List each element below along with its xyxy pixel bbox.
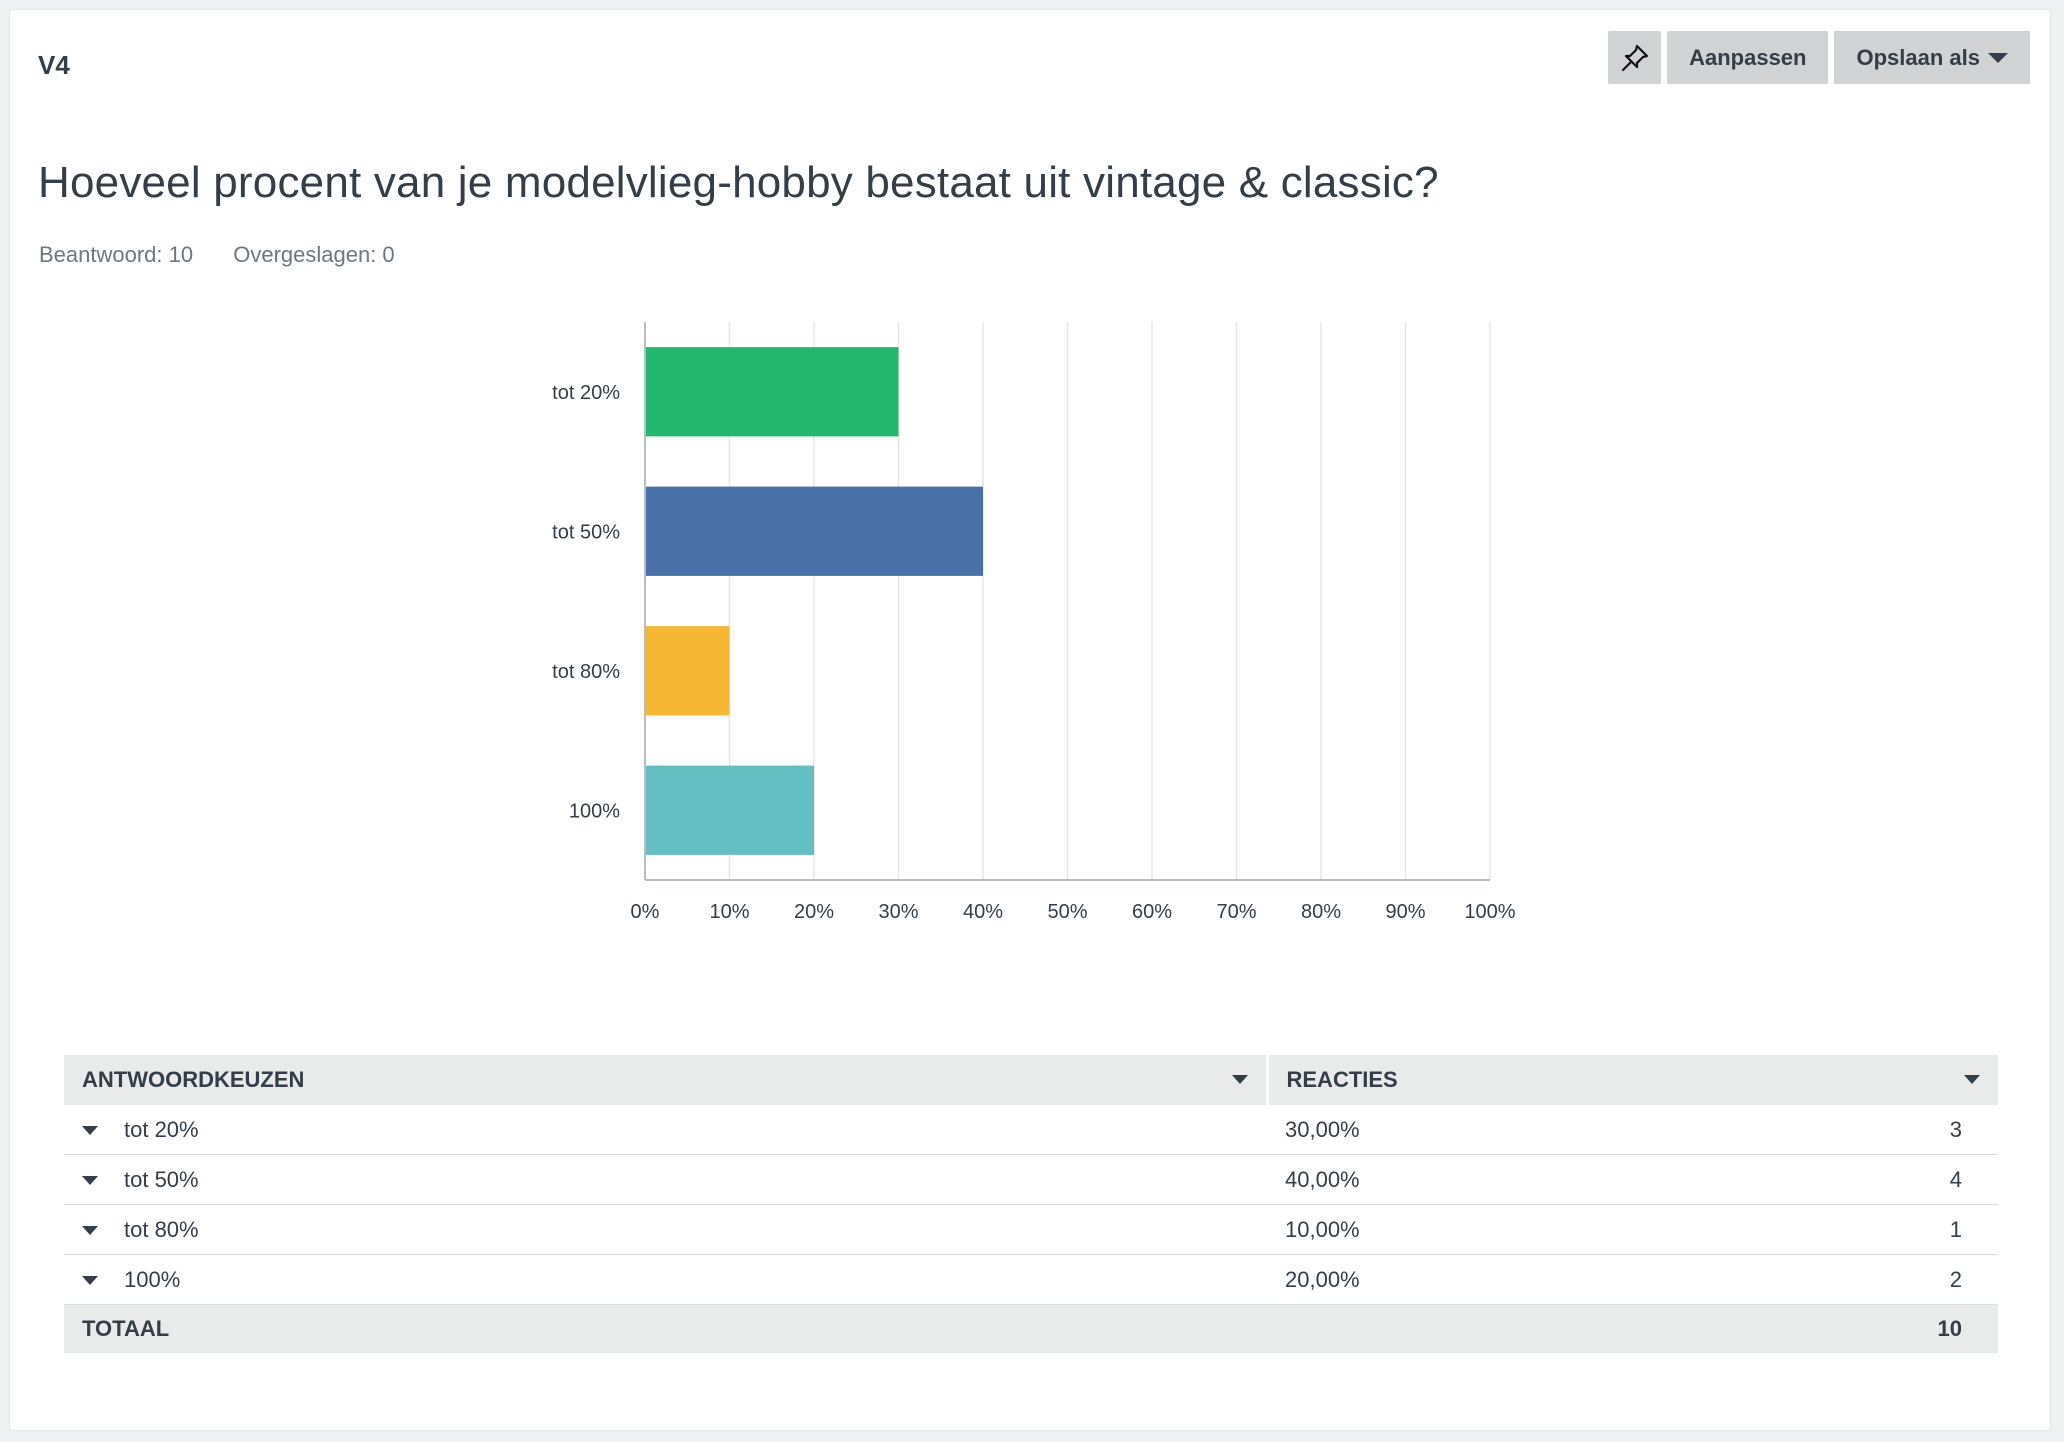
save-as-button[interactable]: Opslaan als xyxy=(1834,31,2030,84)
x-tick-label: 90% xyxy=(1385,901,1425,923)
count-cell: 3 xyxy=(1694,1105,1998,1155)
x-tick-label: 0% xyxy=(631,901,660,923)
x-tick-label: 20% xyxy=(794,901,834,923)
expand-icon[interactable] xyxy=(82,1226,98,1236)
x-tick-label: 60% xyxy=(1132,901,1172,923)
category-label: tot 20% xyxy=(552,382,620,404)
sort-icon[interactable] xyxy=(1964,1075,1980,1084)
table-row: tot 50% 40,00% 4 xyxy=(64,1154,1998,1205)
skipped-count: Overgeslagen: 0 xyxy=(233,242,395,267)
percent-cell: 40,00% xyxy=(1267,1154,1695,1205)
count-cell: 1 xyxy=(1694,1204,1998,1255)
choice-cell: tot 80% xyxy=(64,1204,1267,1255)
percent-cell: 30,00% xyxy=(1267,1105,1695,1155)
expand-icon[interactable] xyxy=(82,1126,98,1136)
results-table: ANTWOORDKEUZEN REACTIES tot 20% 30,00% 3… xyxy=(64,1055,1998,1353)
customize-label: Aanpassen xyxy=(1689,44,1807,70)
percent-cell: 20,00% xyxy=(1267,1254,1695,1305)
x-tick-label: 80% xyxy=(1301,901,1341,923)
table-row: 100% 20,00% 2 xyxy=(64,1254,1998,1305)
x-tick-label: 40% xyxy=(963,901,1003,923)
category-label: tot 50% xyxy=(552,521,620,543)
toolbar: Aanpassen Opslaan als xyxy=(1608,31,2030,84)
choice-cell: tot 50% xyxy=(64,1154,1267,1205)
x-tick-label: 70% xyxy=(1216,901,1256,923)
bar xyxy=(646,626,730,716)
sort-icon[interactable] xyxy=(1231,1075,1248,1084)
total-value: 10 xyxy=(1694,1304,1998,1353)
chevron-down-icon xyxy=(1988,52,2008,63)
choice-cell: tot 20% xyxy=(64,1105,1267,1155)
col-responses-header[interactable]: REACTIES xyxy=(1265,1055,1998,1105)
total-row: TOTAAL 10 xyxy=(64,1304,1998,1353)
save-as-label: Opslaan als xyxy=(1856,44,1980,70)
answered-count: Beantwoord: 10 xyxy=(39,242,194,267)
x-tick-label: 100% xyxy=(1464,901,1515,923)
pin-button[interactable] xyxy=(1608,31,1662,84)
x-tick-label: 10% xyxy=(709,901,749,923)
question-number: V4 xyxy=(38,50,70,80)
table-row: tot 80% 10,00% 1 xyxy=(64,1204,1998,1255)
bar xyxy=(646,347,899,437)
count-cell: 2 xyxy=(1694,1254,1998,1305)
expand-icon[interactable] xyxy=(82,1176,98,1186)
category-label: 100% xyxy=(569,800,620,822)
col-choices-header[interactable]: ANTWOORDKEUZEN xyxy=(64,1055,1267,1105)
expand-icon[interactable] xyxy=(82,1276,98,1286)
response-stats: Beantwoord: 10 Overgeslagen: 0 xyxy=(39,242,395,268)
category-label: tot 80% xyxy=(552,661,620,683)
question-title: Hoeveel procent van je modelvlieg-hobby … xyxy=(38,158,1439,207)
choice-cell: 100% xyxy=(64,1254,1267,1305)
table-header: ANTWOORDKEUZEN REACTIES xyxy=(64,1055,1998,1105)
bar-chart: 0% 10% 20% 30% 40% 50% 60% 70% 80% 90% 100% tot 20%… xyxy=(552,322,1516,923)
bar xyxy=(646,486,983,576)
bar xyxy=(646,765,814,855)
pin-icon xyxy=(1621,44,1648,71)
table-row: tot 20% 30,00% 3 xyxy=(64,1105,1998,1155)
x-tick-label: 30% xyxy=(878,901,918,923)
total-label: TOTAAL xyxy=(64,1304,1267,1353)
count-cell: 4 xyxy=(1694,1154,1998,1205)
percent-cell: 10,00% xyxy=(1267,1204,1695,1255)
customize-button[interactable]: Aanpassen xyxy=(1667,31,1829,84)
x-tick-label: 50% xyxy=(1047,901,1087,923)
question-card: V4 Aanpassen Opslaan als Hoeveel procent… xyxy=(9,9,2051,1431)
